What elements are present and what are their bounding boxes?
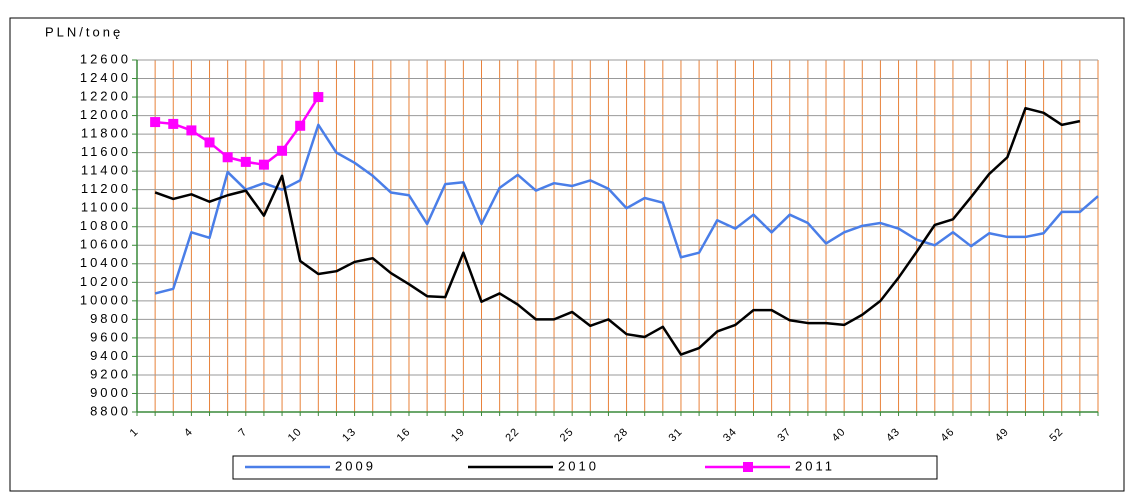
x-tick-label: 28 <box>612 426 631 445</box>
legend-label: 2010 <box>558 458 599 473</box>
marker <box>240 156 251 167</box>
y-tick-label: 10600 <box>80 237 131 252</box>
marker <box>222 152 233 163</box>
x-tick-label: 19 <box>449 426 468 445</box>
x-tick-label: 25 <box>558 426 577 445</box>
series-line <box>154 123 1099 295</box>
marker <box>186 125 197 136</box>
series-line <box>155 96 320 166</box>
y-tick-label: 11600 <box>81 144 131 159</box>
x-tick-label: 34 <box>721 426 740 445</box>
marker <box>204 137 215 148</box>
frame <box>9 17 1125 492</box>
legend <box>232 455 938 480</box>
legend-marker <box>743 462 753 472</box>
legend-label: 2011 <box>795 458 835 473</box>
y-tick-label: 12400 <box>80 70 131 85</box>
marker <box>277 145 288 156</box>
y-tick-label: 9000 <box>90 385 131 400</box>
x-tick-label: 16 <box>395 426 414 445</box>
marker <box>295 120 306 131</box>
y-tick-label: 12200 <box>80 88 131 103</box>
y-tick-label: 12000 <box>80 107 131 122</box>
y-tick-label: 9600 <box>90 329 131 344</box>
marker <box>168 118 179 129</box>
x-tick-label: 10 <box>286 426 305 445</box>
x-tick-label: 37 <box>775 426 794 445</box>
y-tick-label: 11200 <box>81 181 131 196</box>
x-tick-label: 13 <box>340 426 359 445</box>
x-tick-label: 22 <box>503 426 522 445</box>
x-tick-label: 31 <box>667 426 686 445</box>
y-tick-label: 11800 <box>81 126 131 141</box>
x-tick-label: 46 <box>939 426 958 445</box>
y-tick-label: 12600 <box>80 51 131 66</box>
marker <box>150 117 161 128</box>
x-tick-label: 4 <box>182 426 196 440</box>
series-line <box>154 106 1081 356</box>
y-tick-label: 9200 <box>90 366 131 381</box>
marker <box>258 159 269 170</box>
y-tick-label: 10000 <box>80 292 131 307</box>
legend-label: 2009 <box>335 458 376 473</box>
y-tick-label: 8800 <box>90 403 131 418</box>
x-tick-label: 49 <box>993 426 1012 445</box>
y-tick-label: 9400 <box>90 348 131 363</box>
y-tick-label: 11000 <box>81 200 131 215</box>
y-tick-label: 10800 <box>80 218 131 233</box>
x-tick-label: 52 <box>1047 426 1066 445</box>
y-tick-label: 9800 <box>90 311 131 326</box>
y-tick-label: 10400 <box>80 255 131 270</box>
y-tick-label: 10200 <box>80 274 131 289</box>
x-tick-label: 7 <box>236 426 250 440</box>
marker <box>313 92 324 103</box>
x-tick-label: 1 <box>128 426 142 440</box>
x-tick-label: 40 <box>830 426 849 445</box>
y-axis-label: PLN/tonę <box>45 24 123 39</box>
x-tick-label: 43 <box>884 426 903 445</box>
y-tick-label: 11400 <box>81 163 131 178</box>
